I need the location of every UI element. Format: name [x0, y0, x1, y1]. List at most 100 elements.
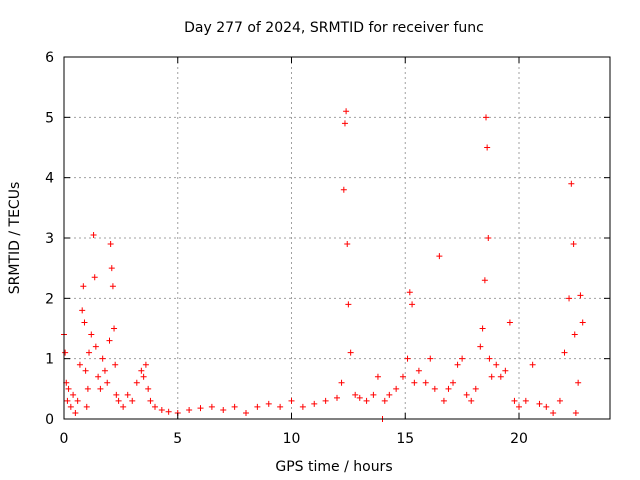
- data-point: [341, 120, 348, 127]
- data-point: [550, 409, 557, 416]
- data-point: [152, 403, 158, 410]
- data-point: [529, 361, 536, 368]
- data-point: [571, 331, 578, 338]
- data-point: [506, 319, 513, 326]
- y-axis: 0 1 2 3 4 5 6: [45, 50, 610, 428]
- x-tick-label: 10: [283, 431, 301, 447]
- data-point: [147, 397, 154, 404]
- grid: [64, 57, 610, 419]
- y-axis-label: SRMTID / TECUs: [7, 182, 23, 295]
- chart-title: Day 277 of 2024, SRMTID for receiver fun…: [184, 20, 484, 36]
- data-point: [67, 403, 74, 410]
- y-tick-label: 1: [45, 352, 54, 368]
- data-point: [440, 397, 447, 404]
- data-point: [406, 289, 413, 296]
- data-point: [129, 397, 136, 404]
- data-point: [568, 180, 575, 187]
- data-point: [511, 397, 518, 404]
- data-point: [83, 403, 90, 410]
- data-point: [522, 397, 529, 404]
- data-point: [220, 406, 227, 413]
- data-point: [536, 400, 543, 407]
- data-point: [277, 403, 284, 410]
- data-point: [431, 385, 438, 392]
- data-point: [450, 379, 457, 386]
- data-point: [84, 385, 91, 392]
- data-point: [74, 397, 81, 404]
- data-point: [579, 319, 586, 326]
- data-point: [81, 319, 88, 326]
- data-point: [386, 391, 393, 398]
- data-point: [370, 391, 377, 398]
- data-point: [343, 108, 350, 115]
- data-point: [516, 403, 522, 410]
- y-tick-label: 4: [45, 171, 54, 187]
- data-point: [299, 403, 306, 410]
- data-point: [479, 325, 486, 332]
- data-point: [113, 391, 120, 398]
- data-point: [80, 283, 87, 290]
- data-point: [140, 373, 147, 380]
- data-point: [422, 379, 429, 386]
- data-point: [556, 397, 563, 404]
- data-point: [90, 231, 97, 238]
- data-point: [502, 367, 509, 374]
- data-point: [488, 373, 495, 380]
- data-point: [427, 355, 434, 362]
- data-point: [186, 406, 193, 413]
- x-tick-label: 5: [173, 431, 182, 447]
- data-point: [142, 361, 149, 368]
- y-tick-label: 2: [45, 291, 54, 307]
- data-point: [561, 349, 568, 356]
- data-point: [356, 394, 363, 401]
- data-point: [411, 379, 418, 386]
- data-point: [101, 367, 108, 374]
- data-point: [165, 408, 172, 415]
- data-point: [311, 400, 318, 407]
- data-point: [107, 241, 114, 248]
- y-tick-label: 3: [45, 231, 54, 247]
- data-point: [497, 373, 504, 380]
- data-point: [288, 397, 295, 404]
- data-point: [158, 406, 165, 413]
- data-point: [115, 397, 122, 404]
- data-point: [393, 385, 400, 392]
- data-point: [463, 391, 470, 398]
- data-point: [106, 337, 113, 344]
- data-point: [481, 277, 488, 284]
- data-point: [381, 397, 388, 404]
- data-point: [572, 409, 579, 416]
- data-point: [72, 409, 79, 416]
- data-point: [145, 385, 152, 392]
- data-point: [120, 403, 127, 410]
- x-tick-label: 0: [60, 431, 69, 447]
- data-point: [344, 241, 351, 248]
- data-point: [133, 379, 140, 386]
- data-point: [415, 367, 422, 374]
- data-point: [254, 403, 261, 410]
- y-tick-label: 0: [45, 412, 54, 428]
- data-point: [112, 361, 119, 368]
- data-point: [404, 355, 411, 362]
- data-point: [97, 385, 104, 392]
- data-point: [338, 379, 345, 386]
- data-point: [111, 325, 118, 332]
- data-point: [322, 397, 329, 404]
- data-point: [577, 292, 584, 299]
- data-point: [108, 265, 115, 272]
- data-point: [86, 349, 93, 356]
- data-point: [91, 274, 98, 281]
- data-points: [61, 108, 586, 422]
- data-point: [485, 235, 492, 241]
- data-point: [454, 361, 461, 368]
- x-axis: 0 5 10 15 20: [60, 57, 528, 447]
- y-tick-label: 6: [45, 50, 54, 66]
- data-point: [65, 385, 72, 392]
- data-point: [543, 403, 550, 410]
- data-point: [231, 403, 238, 410]
- data-point: [104, 379, 111, 386]
- data-point: [472, 385, 479, 392]
- data-point: [363, 397, 370, 404]
- data-point: [347, 349, 354, 356]
